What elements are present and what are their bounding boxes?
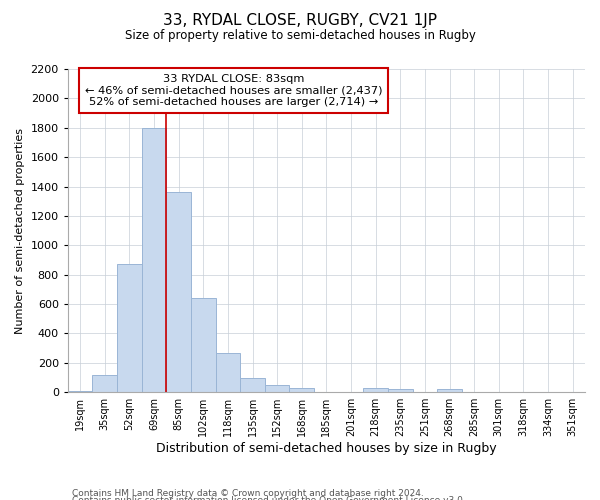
- Bar: [166, 192, 191, 392]
- Text: 33 RYDAL CLOSE: 83sqm
← 46% of semi-detached houses are smaller (2,437)
52% of s: 33 RYDAL CLOSE: 83sqm ← 46% of semi-deta…: [85, 74, 382, 107]
- Bar: [68, 390, 92, 392]
- X-axis label: Distribution of semi-detached houses by size in Rugby: Distribution of semi-detached houses by …: [156, 442, 497, 455]
- Bar: [240, 378, 265, 392]
- Bar: [92, 374, 117, 392]
- Bar: [364, 388, 388, 392]
- Y-axis label: Number of semi-detached properties: Number of semi-detached properties: [15, 128, 25, 334]
- Bar: [191, 298, 215, 392]
- Bar: [117, 264, 142, 392]
- Bar: [142, 128, 166, 392]
- Text: Contains HM Land Registry data © Crown copyright and database right 2024.: Contains HM Land Registry data © Crown c…: [72, 488, 424, 498]
- Bar: [437, 390, 462, 392]
- Bar: [289, 388, 314, 392]
- Bar: [215, 352, 240, 392]
- Text: 33, RYDAL CLOSE, RUGBY, CV21 1JP: 33, RYDAL CLOSE, RUGBY, CV21 1JP: [163, 12, 437, 28]
- Bar: [388, 390, 413, 392]
- Text: Contains public sector information licensed under the Open Government Licence v3: Contains public sector information licen…: [72, 496, 466, 500]
- Text: Size of property relative to semi-detached houses in Rugby: Size of property relative to semi-detach…: [125, 29, 475, 42]
- Bar: [265, 385, 289, 392]
